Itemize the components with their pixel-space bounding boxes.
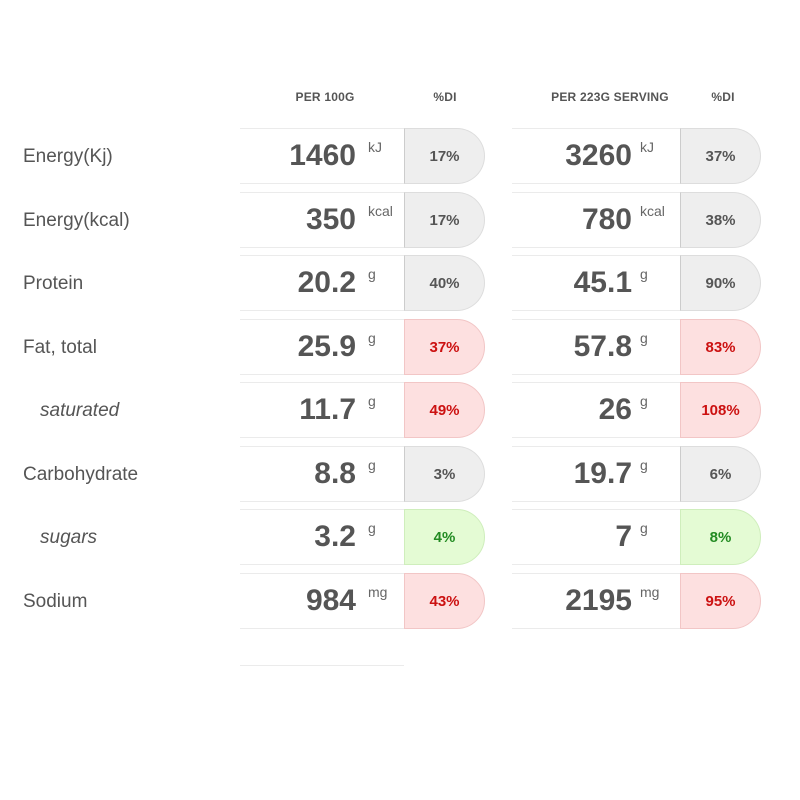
nutrient-label: Sodium bbox=[23, 591, 88, 612]
nutrient-unit: kJ bbox=[640, 139, 654, 155]
nutrient-value: 45.1 bbox=[573, 266, 632, 299]
nutrient-value: 350 bbox=[305, 203, 356, 236]
nutrient-unit: g bbox=[368, 330, 376, 346]
header-di-100g: %DI bbox=[433, 90, 457, 104]
nutrient-value: 780 bbox=[581, 203, 632, 236]
nutrient-label: Energy(kcal) bbox=[23, 210, 130, 231]
divider bbox=[240, 665, 404, 666]
nutrient-value: 8.8 bbox=[314, 457, 356, 490]
daily-intake-badge: 38% bbox=[680, 192, 761, 248]
nutrient-value: 2195 bbox=[565, 584, 632, 617]
nutrient-value: 57.8 bbox=[573, 330, 632, 363]
daily-intake-badge: 108% bbox=[680, 382, 761, 438]
nutrient-unit: g bbox=[368, 457, 376, 473]
nutrient-unit: g bbox=[640, 266, 648, 282]
value-cell: 1460 kJ bbox=[240, 128, 406, 184]
nutrient-unit: mg bbox=[368, 584, 388, 600]
nutrient-unit: g bbox=[368, 393, 376, 409]
value-cell: 25.9 g bbox=[240, 319, 406, 375]
nutrient-value: 25.9 bbox=[297, 330, 356, 363]
daily-intake-badge: 40% bbox=[404, 255, 485, 311]
nutrient-value: 20.2 bbox=[297, 266, 356, 299]
daily-intake-badge: 43% bbox=[404, 573, 485, 629]
nutrient-value: 984 bbox=[305, 584, 356, 617]
nutrient-label: sugars bbox=[40, 527, 98, 548]
nutrient-value: 26 bbox=[598, 393, 632, 426]
nutrient-label: Fat, total bbox=[23, 337, 97, 358]
value-cell: 20.2 g bbox=[240, 255, 406, 311]
value-cell: 8.8 g bbox=[240, 446, 406, 502]
nutrient-label: saturated bbox=[40, 400, 120, 421]
value-cell: 3260 kJ bbox=[512, 128, 682, 184]
nutrient-unit: g bbox=[368, 266, 376, 282]
nutrient-unit: g bbox=[640, 520, 648, 536]
nutrient-value: 1460 bbox=[289, 139, 356, 172]
nutrient-unit: g bbox=[640, 330, 648, 346]
nutrient-unit: g bbox=[368, 520, 376, 536]
daily-intake-badge: 37% bbox=[680, 128, 761, 184]
nutrient-value: 3.2 bbox=[314, 520, 356, 553]
nutrient-value: 11.7 bbox=[299, 393, 356, 426]
daily-intake-badge: 17% bbox=[404, 192, 485, 248]
value-cell: 350 kcal bbox=[240, 192, 406, 248]
daily-intake-badge: 17% bbox=[404, 128, 485, 184]
header-per-100g: PER 100G bbox=[295, 90, 355, 104]
daily-intake-badge: 4% bbox=[404, 509, 485, 565]
nutrient-value: 3260 bbox=[565, 139, 632, 172]
value-cell: 11.7 g bbox=[240, 382, 406, 438]
daily-intake-badge: 37% bbox=[404, 319, 485, 375]
daily-intake-badge: 95% bbox=[680, 573, 761, 629]
value-cell: 26 g bbox=[512, 382, 682, 438]
value-cell: 45.1 g bbox=[512, 255, 682, 311]
nutrient-value: 19.7 bbox=[573, 457, 632, 490]
nutrient-label: Protein bbox=[23, 273, 84, 294]
nutrient-unit: g bbox=[640, 457, 648, 473]
value-cell: 19.7 g bbox=[512, 446, 682, 502]
nutrient-label: Carbohydrate bbox=[23, 464, 139, 485]
daily-intake-badge: 90% bbox=[680, 255, 761, 311]
nutrient-unit: kcal bbox=[368, 203, 393, 219]
header-di-serving: %DI bbox=[711, 90, 735, 104]
value-cell: 2195 mg bbox=[512, 573, 682, 629]
daily-intake-badge: 6% bbox=[680, 446, 761, 502]
nutrient-unit: g bbox=[640, 393, 648, 409]
daily-intake-badge: 8% bbox=[680, 509, 761, 565]
value-cell: 3.2 g bbox=[240, 509, 406, 565]
value-cell: 57.8 g bbox=[512, 319, 682, 375]
value-cell: 780 kcal bbox=[512, 192, 682, 248]
daily-intake-badge: 83% bbox=[680, 319, 761, 375]
value-cell: 984 mg bbox=[240, 573, 406, 629]
header-per-serving: PER 223G SERVING bbox=[551, 90, 669, 104]
daily-intake-badge: 49% bbox=[404, 382, 485, 438]
nutrient-unit: mg bbox=[640, 584, 660, 600]
nutrient-unit: kJ bbox=[368, 139, 382, 155]
daily-intake-badge: 3% bbox=[404, 446, 485, 502]
nutrient-unit: kcal bbox=[640, 203, 665, 219]
nutrient-value: 7 bbox=[615, 520, 632, 553]
nutrient-label: Energy(Kj) bbox=[23, 146, 113, 167]
